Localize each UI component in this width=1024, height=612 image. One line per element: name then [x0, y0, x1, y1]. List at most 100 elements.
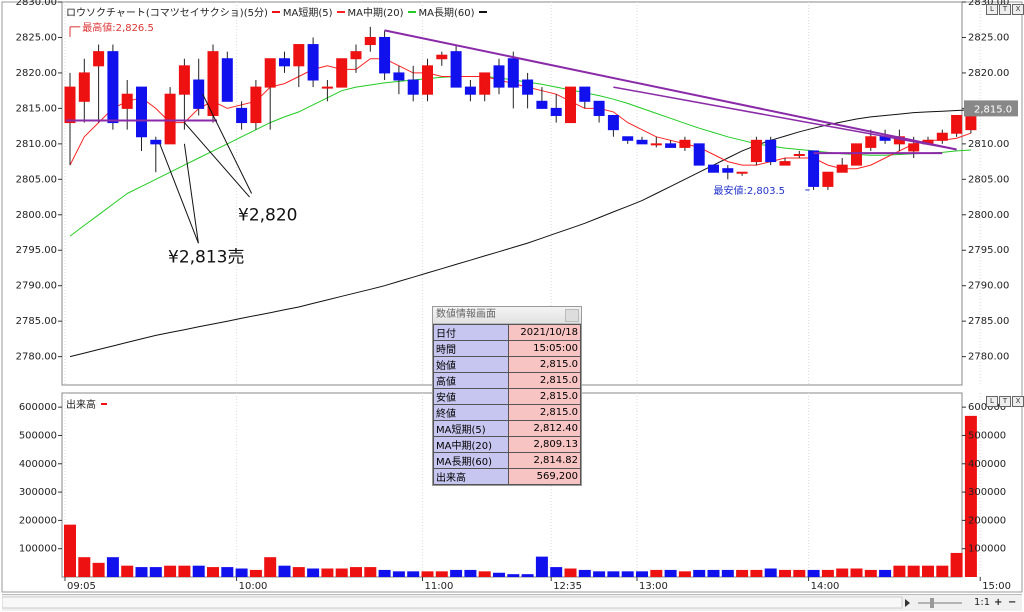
volume-bar[interactable]: [421, 571, 434, 577]
candle-body[interactable]: [93, 51, 105, 67]
volume-bar[interactable]: [593, 571, 606, 577]
candle-body[interactable]: [679, 139, 691, 148]
volume-bar[interactable]: [192, 565, 205, 577]
volume-bar[interactable]: [907, 565, 920, 577]
volume-bar[interactable]: [92, 562, 105, 577]
candle-body[interactable]: [422, 65, 433, 95]
vol-panel-button-t[interactable]: T: [999, 396, 1011, 407]
volume-bar[interactable]: [807, 569, 820, 577]
volume-bar[interactable]: [535, 556, 548, 577]
candle-body[interactable]: [236, 107, 248, 124]
volume-bar[interactable]: [578, 569, 591, 577]
candle-body[interactable]: [193, 79, 205, 109]
candle-body[interactable]: [708, 164, 719, 173]
volume-bar[interactable]: [221, 567, 234, 577]
candle-body[interactable]: [379, 36, 391, 74]
volume-bar[interactable]: [750, 569, 763, 577]
candle-body[interactable]: [951, 114, 963, 134]
candle-body[interactable]: [107, 51, 119, 124]
volume-bar[interactable]: [335, 568, 348, 577]
volume-bar[interactable]: [950, 552, 963, 577]
volume-bar[interactable]: [793, 569, 806, 577]
volume-bar[interactable]: [235, 568, 248, 577]
zoom-in-button[interactable]: +: [994, 597, 1003, 608]
volume-bar[interactable]: [178, 565, 191, 577]
volume-bar[interactable]: [836, 568, 849, 577]
volume-bar[interactable]: [321, 568, 334, 577]
volume-bar[interactable]: [378, 569, 391, 577]
volume-bar[interactable]: [64, 524, 76, 577]
candle-body[interactable]: [450, 51, 462, 88]
volume-bar[interactable]: [721, 569, 734, 577]
candle-body[interactable]: [693, 143, 705, 166]
volume-bar[interactable]: [264, 557, 277, 577]
candle-body[interactable]: [493, 65, 505, 88]
candle-body[interactable]: [736, 171, 748, 174]
volume-bar[interactable]: [764, 568, 777, 577]
volume-bar[interactable]: [736, 569, 749, 577]
volume-bar[interactable]: [278, 565, 291, 577]
volume-bar[interactable]: [249, 569, 262, 577]
panel-button-x[interactable]: X: [1012, 4, 1024, 15]
candle-body[interactable]: [264, 58, 276, 88]
volume-bar[interactable]: [607, 571, 620, 577]
candle-body[interactable]: [765, 139, 777, 163]
candle-body[interactable]: [78, 72, 90, 102]
candle-body[interactable]: [436, 54, 448, 60]
zoom-out-button[interactable]: −: [1008, 597, 1017, 608]
candle-body[interactable]: [565, 86, 576, 124]
candle-body[interactable]: [307, 44, 319, 81]
info-panel-titlebar[interactable]: 数値情報画面: [433, 307, 581, 324]
volume-bar[interactable]: [164, 565, 177, 577]
candle-body[interactable]: [650, 143, 662, 146]
candle-body[interactable]: [164, 93, 176, 145]
volume-bar[interactable]: [78, 557, 91, 577]
candle-body[interactable]: [336, 58, 348, 88]
candle-body[interactable]: [321, 86, 333, 89]
vol-panel-button-l[interactable]: L: [986, 396, 998, 407]
volume-bar[interactable]: [893, 565, 906, 577]
candle-body[interactable]: [479, 72, 491, 95]
volume-bar[interactable]: [507, 574, 520, 577]
candle-body[interactable]: [665, 143, 677, 148]
volume-bar[interactable]: [478, 571, 491, 577]
volume-bar[interactable]: [964, 415, 977, 577]
volume-bar[interactable]: [821, 569, 834, 577]
volume-bar[interactable]: [779, 569, 791, 577]
candle-body[interactable]: [636, 139, 648, 145]
candle-body[interactable]: [793, 153, 805, 156]
candle-body[interactable]: [808, 150, 820, 187]
candle-body[interactable]: [364, 36, 376, 46]
volume-bar[interactable]: [693, 569, 706, 577]
scroll-right-arrow[interactable]: [905, 599, 910, 607]
vol-panel-button-x[interactable]: X: [1012, 396, 1024, 407]
volume-bar[interactable]: [922, 565, 934, 577]
candle-body[interactable]: [522, 79, 534, 95]
volume-bar[interactable]: [407, 571, 420, 577]
candle-body[interactable]: [279, 58, 290, 67]
volume-bar[interactable]: [207, 567, 219, 577]
volume-bar[interactable]: [550, 567, 563, 577]
candle-body[interactable]: [722, 168, 734, 173]
zoom-slider-thumb[interactable]: [930, 598, 934, 608]
candle-body[interactable]: [150, 139, 162, 145]
volume-bar[interactable]: [936, 565, 949, 577]
volume-bar[interactable]: [464, 569, 477, 577]
panel-button-l[interactable]: L: [986, 4, 998, 15]
volume-bar[interactable]: [292, 567, 305, 577]
volume-bar[interactable]: [493, 572, 505, 577]
candle-body[interactable]: [136, 86, 147, 138]
candle-body[interactable]: [178, 65, 190, 95]
volume-bar[interactable]: [707, 569, 720, 577]
candle-body[interactable]: [250, 86, 262, 124]
candle-body[interactable]: [393, 72, 405, 81]
volume-bar[interactable]: [106, 557, 119, 577]
volume-bar[interactable]: [850, 568, 863, 577]
candle-body[interactable]: [622, 136, 634, 141]
candle-body[interactable]: [822, 171, 834, 187]
info-panel[interactable]: 数値情報画面 日付 2021/10/18 時間 15:05:00 始値 2,815.0 高値…: [432, 306, 582, 486]
candle-body[interactable]: [836, 164, 848, 173]
volume-bar[interactable]: [450, 569, 463, 577]
volume-bar[interactable]: [307, 568, 320, 577]
